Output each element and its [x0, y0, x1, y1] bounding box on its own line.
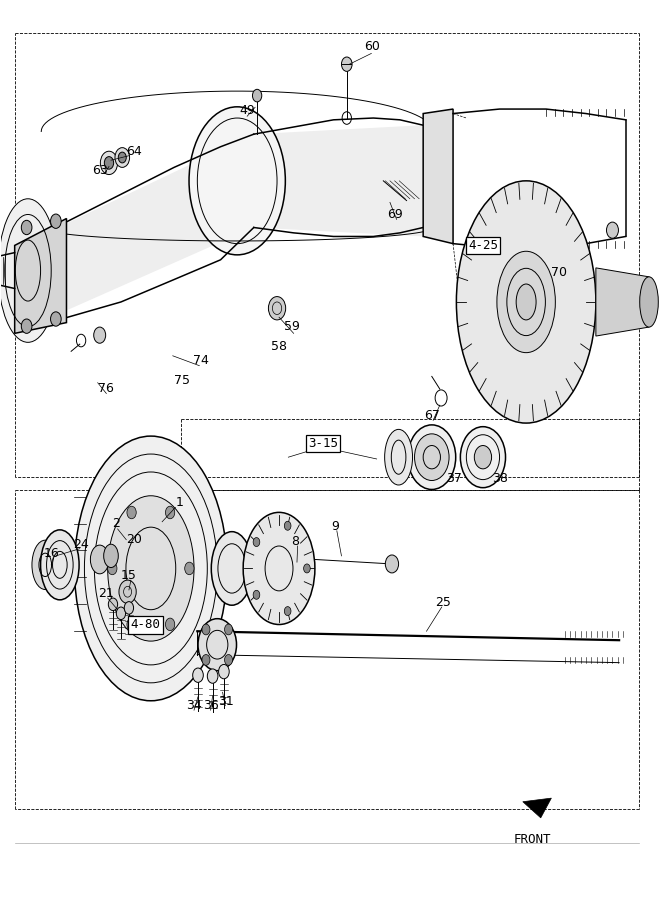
- Text: 58: 58: [271, 340, 287, 354]
- Text: 31: 31: [218, 695, 233, 707]
- Polygon shape: [15, 219, 67, 333]
- Ellipse shape: [497, 251, 556, 353]
- Text: 69: 69: [387, 209, 402, 221]
- Text: 74: 74: [193, 354, 209, 367]
- Text: 38: 38: [492, 472, 508, 485]
- Circle shape: [268, 297, 285, 320]
- Circle shape: [165, 506, 175, 518]
- Ellipse shape: [516, 284, 536, 319]
- Circle shape: [51, 214, 61, 229]
- Ellipse shape: [211, 532, 253, 605]
- Circle shape: [207, 669, 218, 683]
- Text: 64: 64: [126, 145, 142, 158]
- Text: 4-80: 4-80: [131, 618, 161, 632]
- Polygon shape: [523, 798, 552, 818]
- Ellipse shape: [243, 512, 315, 625]
- Circle shape: [51, 311, 61, 326]
- Text: 63: 63: [92, 164, 107, 176]
- Text: 49: 49: [239, 104, 255, 117]
- Circle shape: [202, 654, 210, 665]
- Text: 3-15: 3-15: [308, 437, 338, 450]
- Circle shape: [94, 327, 105, 343]
- Text: 16: 16: [43, 546, 59, 560]
- Circle shape: [118, 152, 126, 163]
- Ellipse shape: [414, 434, 449, 481]
- Ellipse shape: [75, 436, 227, 701]
- Ellipse shape: [103, 544, 118, 568]
- Ellipse shape: [474, 446, 492, 469]
- Circle shape: [108, 598, 117, 610]
- Circle shape: [202, 624, 210, 634]
- Text: 9: 9: [331, 520, 339, 533]
- Text: 34: 34: [186, 699, 202, 712]
- Text: 37: 37: [446, 472, 462, 485]
- Circle shape: [185, 562, 194, 575]
- Text: 24: 24: [73, 537, 89, 551]
- Ellipse shape: [456, 181, 596, 423]
- Polygon shape: [15, 113, 453, 333]
- Circle shape: [119, 580, 136, 603]
- Circle shape: [107, 562, 117, 575]
- Circle shape: [303, 564, 310, 573]
- Circle shape: [127, 618, 136, 631]
- Circle shape: [193, 668, 203, 682]
- Text: 20: 20: [126, 533, 142, 546]
- Text: 70: 70: [552, 266, 568, 279]
- Ellipse shape: [385, 429, 413, 485]
- Circle shape: [253, 590, 259, 599]
- Circle shape: [124, 601, 133, 614]
- Circle shape: [104, 157, 113, 169]
- Ellipse shape: [408, 425, 456, 490]
- Text: 76: 76: [99, 382, 114, 395]
- Ellipse shape: [91, 545, 109, 574]
- Text: FRONT: FRONT: [514, 833, 552, 846]
- Circle shape: [100, 151, 117, 175]
- Circle shape: [284, 607, 291, 616]
- Circle shape: [342, 57, 352, 71]
- Polygon shape: [596, 268, 649, 336]
- Circle shape: [225, 654, 233, 665]
- Circle shape: [386, 555, 399, 573]
- Circle shape: [21, 220, 32, 235]
- Text: 4-25: 4-25: [468, 238, 498, 252]
- Ellipse shape: [198, 618, 237, 670]
- Text: 2: 2: [111, 518, 119, 530]
- Circle shape: [284, 521, 291, 530]
- Text: 59: 59: [284, 320, 300, 333]
- Circle shape: [21, 319, 32, 333]
- Text: 67: 67: [424, 410, 440, 422]
- Circle shape: [225, 624, 233, 634]
- Circle shape: [253, 89, 261, 102]
- Circle shape: [606, 222, 618, 239]
- Circle shape: [253, 537, 259, 546]
- Ellipse shape: [107, 496, 194, 641]
- Text: 60: 60: [364, 40, 380, 53]
- Ellipse shape: [41, 530, 79, 599]
- Ellipse shape: [189, 107, 285, 255]
- Circle shape: [165, 618, 175, 631]
- Text: 36: 36: [203, 699, 219, 712]
- Text: 21: 21: [99, 587, 114, 600]
- Circle shape: [127, 506, 136, 518]
- Text: 75: 75: [174, 374, 190, 386]
- Text: 8: 8: [291, 535, 299, 548]
- Text: 15: 15: [121, 569, 137, 582]
- Polygon shape: [423, 109, 453, 244]
- Circle shape: [219, 664, 229, 679]
- Text: 25: 25: [435, 596, 451, 609]
- Ellipse shape: [460, 427, 506, 488]
- Ellipse shape: [0, 199, 58, 342]
- Text: 1: 1: [175, 496, 183, 508]
- Ellipse shape: [640, 277, 658, 327]
- Circle shape: [115, 148, 129, 167]
- Ellipse shape: [32, 540, 59, 590]
- Circle shape: [116, 607, 125, 619]
